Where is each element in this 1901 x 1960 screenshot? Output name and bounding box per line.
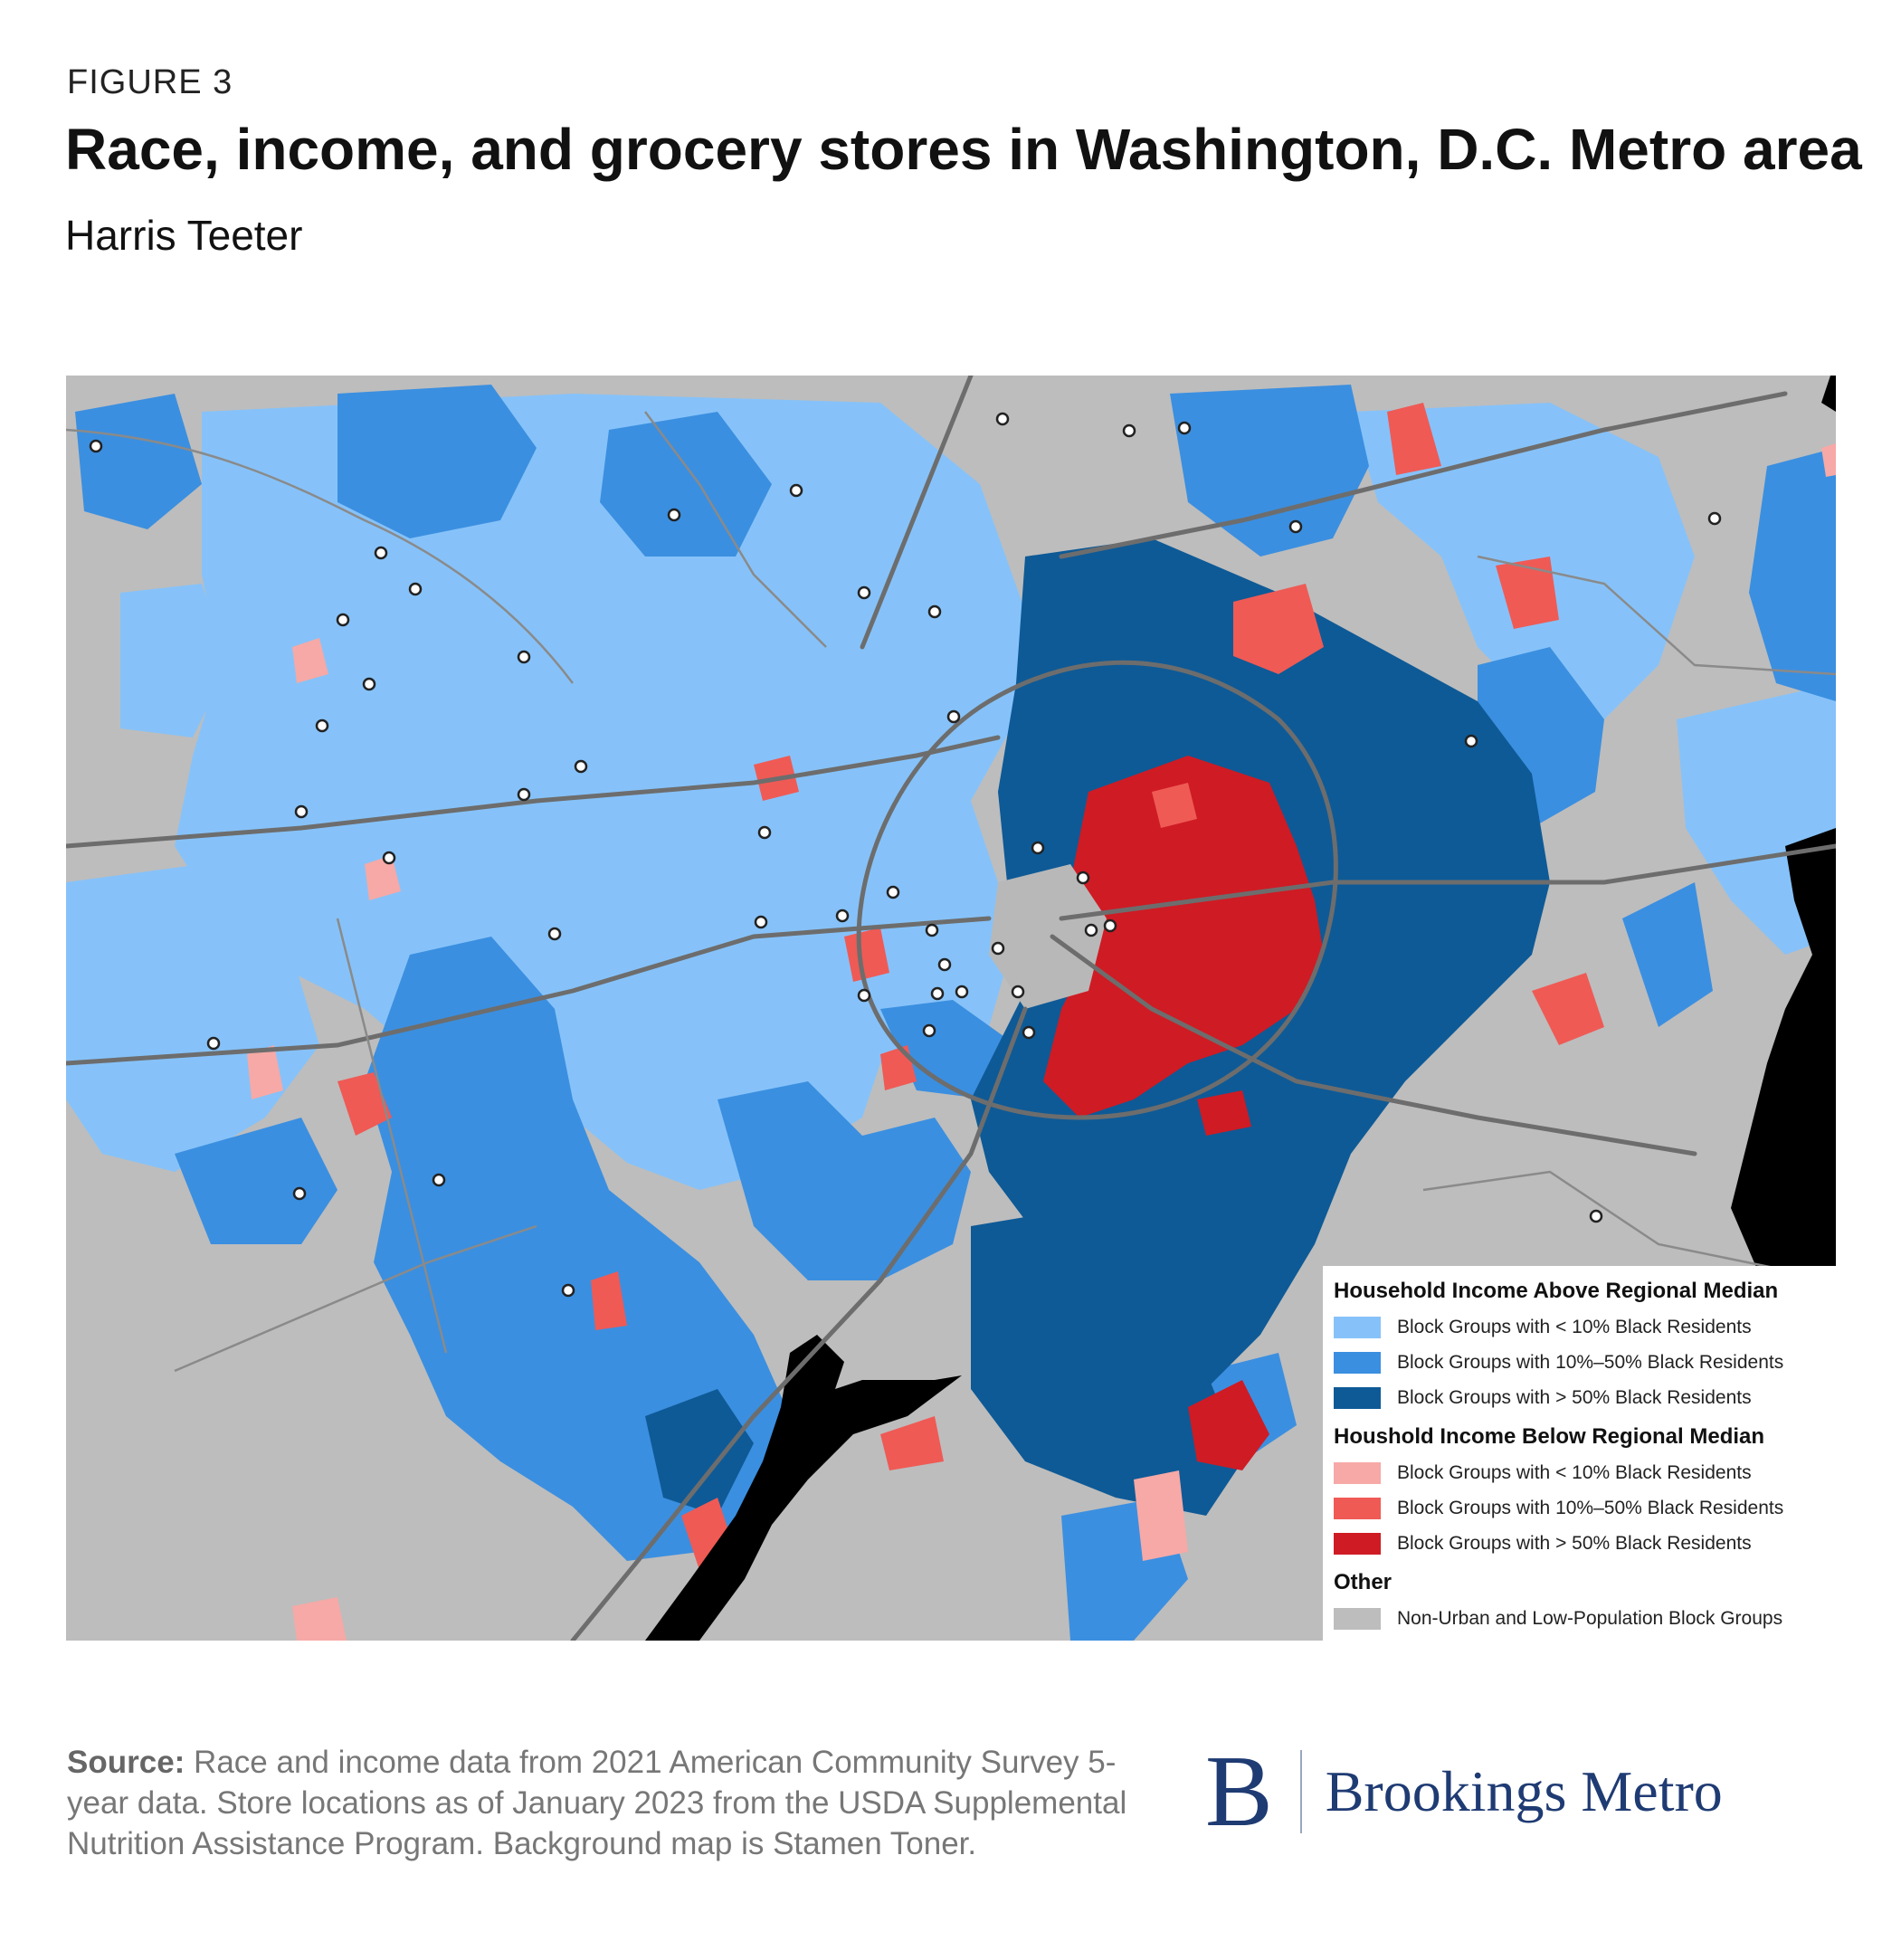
source-text: Race and income data from 2021 American …: [67, 1745, 1127, 1861]
store-marker: [1031, 841, 1045, 855]
store-marker: [937, 957, 952, 972]
store-marker: [292, 1186, 307, 1201]
store-marker: [789, 483, 803, 498]
legend-swatch: [1334, 1351, 1381, 1374]
legend-item: Block Groups with 10%–50% Black Resident…: [1334, 1345, 1825, 1380]
legend-item-label: Block Groups with < 10% Black Residents: [1397, 1461, 1752, 1483]
metro-map: Household Income Above Regional Median B…: [66, 376, 1836, 1641]
store-marker: [517, 787, 531, 802]
legend-item: Non-Urban and Low-Population Block Group…: [1334, 1601, 1825, 1636]
legend-swatch: [1334, 1386, 1381, 1409]
store-marker: [857, 585, 871, 600]
store-markers: [89, 412, 1722, 1298]
major-roads: [66, 376, 1836, 1641]
store-marker: [922, 1023, 936, 1038]
legend-item-label: Non-Urban and Low-Population Block Group…: [1397, 1607, 1783, 1629]
legend-item-label: Block Groups with > 50% Black Residents: [1397, 1386, 1752, 1408]
store-marker: [1122, 423, 1136, 438]
store-marker: [517, 650, 531, 664]
store-marker: [955, 985, 969, 999]
brookings-metro-logo: B Brookings Metro: [1205, 1737, 1723, 1846]
legend-heading-below: Houshold Income Below Regional Median: [1334, 1424, 1765, 1449]
source-note: Source: Race and income data from 2021 A…: [67, 1742, 1153, 1864]
store-marker: [995, 412, 1010, 426]
store-marker: [408, 582, 423, 596]
store-marker: [1084, 923, 1098, 937]
store-marker: [1177, 421, 1192, 435]
store-marker: [946, 709, 961, 724]
legend-swatch: [1334, 1607, 1381, 1630]
store-marker: [1589, 1209, 1603, 1223]
store-marker: [432, 1173, 446, 1187]
light-red-regions: [247, 443, 1836, 1641]
store-marker: [927, 604, 942, 619]
brand-mark: B: [1205, 1736, 1273, 1848]
legend-item: Block Groups with 10%–50% Black Resident…: [1334, 1490, 1825, 1526]
legend-swatch: [1334, 1532, 1381, 1555]
legend-item-label: Block Groups with 10%–50% Black Resident…: [1397, 1351, 1784, 1373]
store-marker: [991, 941, 1005, 956]
figure-subtitle: Harris Teeter: [65, 212, 303, 259]
store-marker: [547, 927, 562, 941]
store-marker: [757, 825, 772, 840]
store-marker: [1707, 511, 1722, 526]
legend-item: Block Groups with < 10% Black Residents: [1334, 1309, 1825, 1345]
store-marker: [1288, 519, 1303, 534]
store-marker: [1076, 871, 1090, 885]
legend-swatch: [1334, 1497, 1381, 1519]
brand-name: Brookings Metro: [1325, 1759, 1723, 1823]
store-marker: [835, 909, 850, 923]
figure-title: Race, income, and grocery stores in Wash…: [65, 117, 1862, 182]
store-marker: [89, 439, 103, 453]
legend-item: Block Groups with > 50% Black Residents: [1334, 1380, 1825, 1415]
store-marker: [1103, 918, 1117, 933]
water-bodies: [645, 376, 1836, 1641]
legend-heading-other: Other: [1334, 1570, 1392, 1594]
store-marker: [667, 508, 681, 522]
dc-core: [989, 864, 1107, 1009]
store-marker: [336, 613, 350, 627]
minor-roads: [66, 411, 1836, 1373]
store-marker: [561, 1283, 575, 1298]
figure-label: FIGURE 3: [67, 63, 233, 101]
medium-blue-regions: [75, 385, 1836, 1641]
map-legend: Household Income Above Regional Median B…: [1323, 1266, 1836, 1641]
store-marker: [886, 885, 900, 899]
legend-swatch: [1334, 1461, 1381, 1484]
medium-red-regions: [337, 403, 1604, 1570]
store-marker: [754, 915, 768, 929]
store-marker: [206, 1036, 221, 1051]
legend-swatch: [1334, 1316, 1381, 1338]
store-marker: [930, 986, 945, 1001]
legend-item-label: Block Groups with < 10% Black Residents: [1397, 1316, 1752, 1337]
legend-item-label: Block Groups with > 50% Black Residents: [1397, 1532, 1752, 1554]
store-marker: [1022, 1025, 1036, 1040]
store-marker: [374, 546, 388, 560]
legend-item: Block Groups with > 50% Black Residents: [1334, 1526, 1825, 1561]
store-marker: [1464, 734, 1478, 748]
dark-red-regions: [1043, 756, 1324, 1470]
store-marker: [362, 677, 376, 691]
store-marker: [925, 923, 939, 937]
store-marker: [382, 851, 396, 865]
brand-divider: [1299, 1750, 1302, 1833]
store-marker: [1011, 985, 1025, 999]
store-marker: [574, 759, 588, 774]
store-marker: [294, 804, 309, 819]
legend-item: Block Groups with < 10% Black Residents: [1334, 1455, 1825, 1490]
map-canvas: [66, 376, 1836, 1641]
source-label: Source:: [67, 1745, 185, 1780]
store-marker: [315, 718, 329, 733]
legend-heading-above: Household Income Above Regional Median: [1334, 1279, 1779, 1303]
store-marker: [857, 988, 871, 1003]
legend-item-label: Block Groups with 10%–50% Black Resident…: [1397, 1497, 1784, 1518]
